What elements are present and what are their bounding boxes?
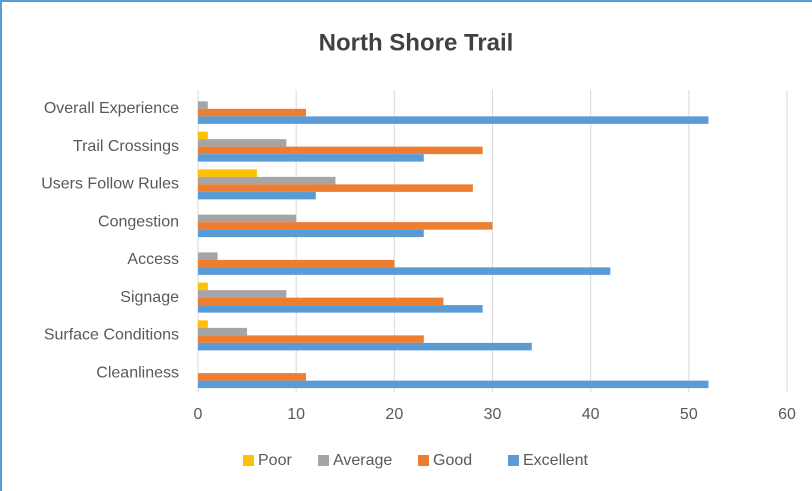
bar (198, 297, 444, 306)
bar (198, 184, 473, 192)
bar (198, 139, 287, 147)
bar (198, 282, 208, 291)
legend-swatch (418, 455, 429, 466)
bar (198, 373, 306, 381)
y-tick-label: Overall Experience (44, 100, 179, 117)
bar (198, 290, 287, 298)
x-tick-label: 10 (287, 406, 305, 423)
y-tick-label: Signage (120, 289, 179, 306)
y-tick-label: Surface Conditions (44, 327, 179, 344)
chart-title: North Shore Trail (319, 29, 514, 56)
bar (198, 101, 208, 109)
bar (198, 327, 248, 336)
legend-swatch (318, 455, 329, 466)
legend-swatch (508, 455, 519, 466)
legend-label: Good (433, 452, 472, 469)
bar (198, 176, 336, 185)
bar (198, 154, 424, 162)
bar (198, 342, 532, 351)
x-tick-label: 20 (385, 406, 403, 423)
bar (198, 222, 493, 230)
bar (198, 267, 611, 275)
bar (198, 191, 316, 200)
y-tick-label: Trail Crossings (73, 138, 179, 155)
bar (198, 214, 297, 223)
x-tick-label: 40 (582, 406, 600, 423)
x-tick-label: 50 (680, 406, 698, 423)
bar (198, 305, 483, 313)
y-tick-label: Cleanliness (96, 364, 179, 381)
legend-swatch (243, 455, 254, 466)
bar (198, 116, 709, 124)
bar (198, 229, 424, 238)
y-tick-label: Users Follow Rules (41, 176, 179, 193)
y-tick-label: Congestion (98, 213, 179, 230)
legend-label: Average (333, 452, 392, 469)
legend-label: Poor (258, 452, 292, 469)
y-tick-label: Access (127, 251, 179, 268)
bar (198, 146, 483, 155)
bar (198, 131, 208, 140)
bar (198, 169, 257, 177)
x-tick-label: 0 (194, 406, 203, 423)
bar (198, 108, 306, 117)
bar (198, 252, 218, 260)
bar (198, 380, 709, 389)
x-tick-label: 30 (484, 406, 502, 423)
bar (198, 259, 395, 268)
legend-label: Excellent (523, 452, 588, 469)
bar (198, 320, 208, 328)
bar (198, 335, 424, 343)
x-tick-label: 60 (778, 406, 796, 423)
